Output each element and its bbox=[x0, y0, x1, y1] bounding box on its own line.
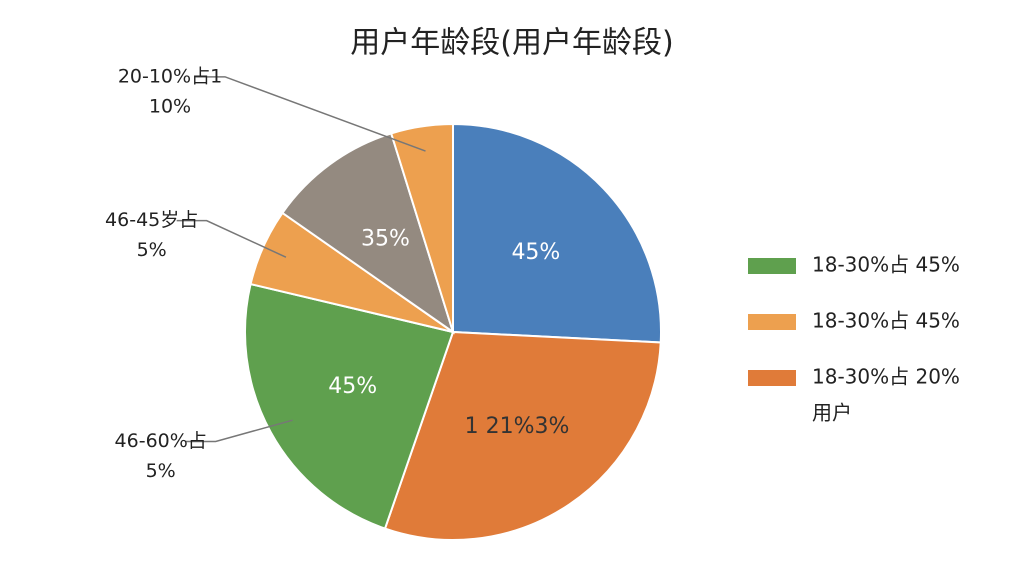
callout-label: 20-10%占1 bbox=[118, 65, 222, 87]
callout-label: 46-60%占 bbox=[115, 430, 207, 452]
callout-label: 10% bbox=[149, 95, 191, 117]
legend-label: 用户 bbox=[812, 401, 852, 425]
legend-swatch bbox=[748, 258, 796, 274]
callout-label: 5% bbox=[146, 460, 176, 482]
leader-line bbox=[195, 76, 426, 152]
leader-line bbox=[176, 219, 287, 258]
callout-label: 46-45岁占 bbox=[105, 209, 198, 231]
pie-slice bbox=[389, 122, 454, 333]
chart-title: 用户年龄段(用户年龄段) bbox=[350, 26, 673, 61]
pie-slice bbox=[244, 282, 455, 530]
pie-slice bbox=[383, 330, 662, 541]
leader-line bbox=[185, 419, 293, 443]
legend-label: 18-30%占 45% bbox=[812, 253, 960, 277]
legend-label: 18-30%占 20% bbox=[812, 365, 960, 389]
slice-label: 1 21%3% bbox=[465, 414, 570, 439]
slice-label: 45% bbox=[511, 240, 560, 265]
legend-label: 18-30%占 45% bbox=[812, 309, 960, 333]
legend-swatch bbox=[748, 314, 796, 330]
pie-slice bbox=[452, 122, 662, 344]
slice-label: 35% bbox=[361, 227, 410, 252]
callout-label: 5% bbox=[137, 239, 167, 261]
legend-swatch bbox=[748, 370, 796, 386]
slice-label: 45% bbox=[328, 374, 377, 399]
